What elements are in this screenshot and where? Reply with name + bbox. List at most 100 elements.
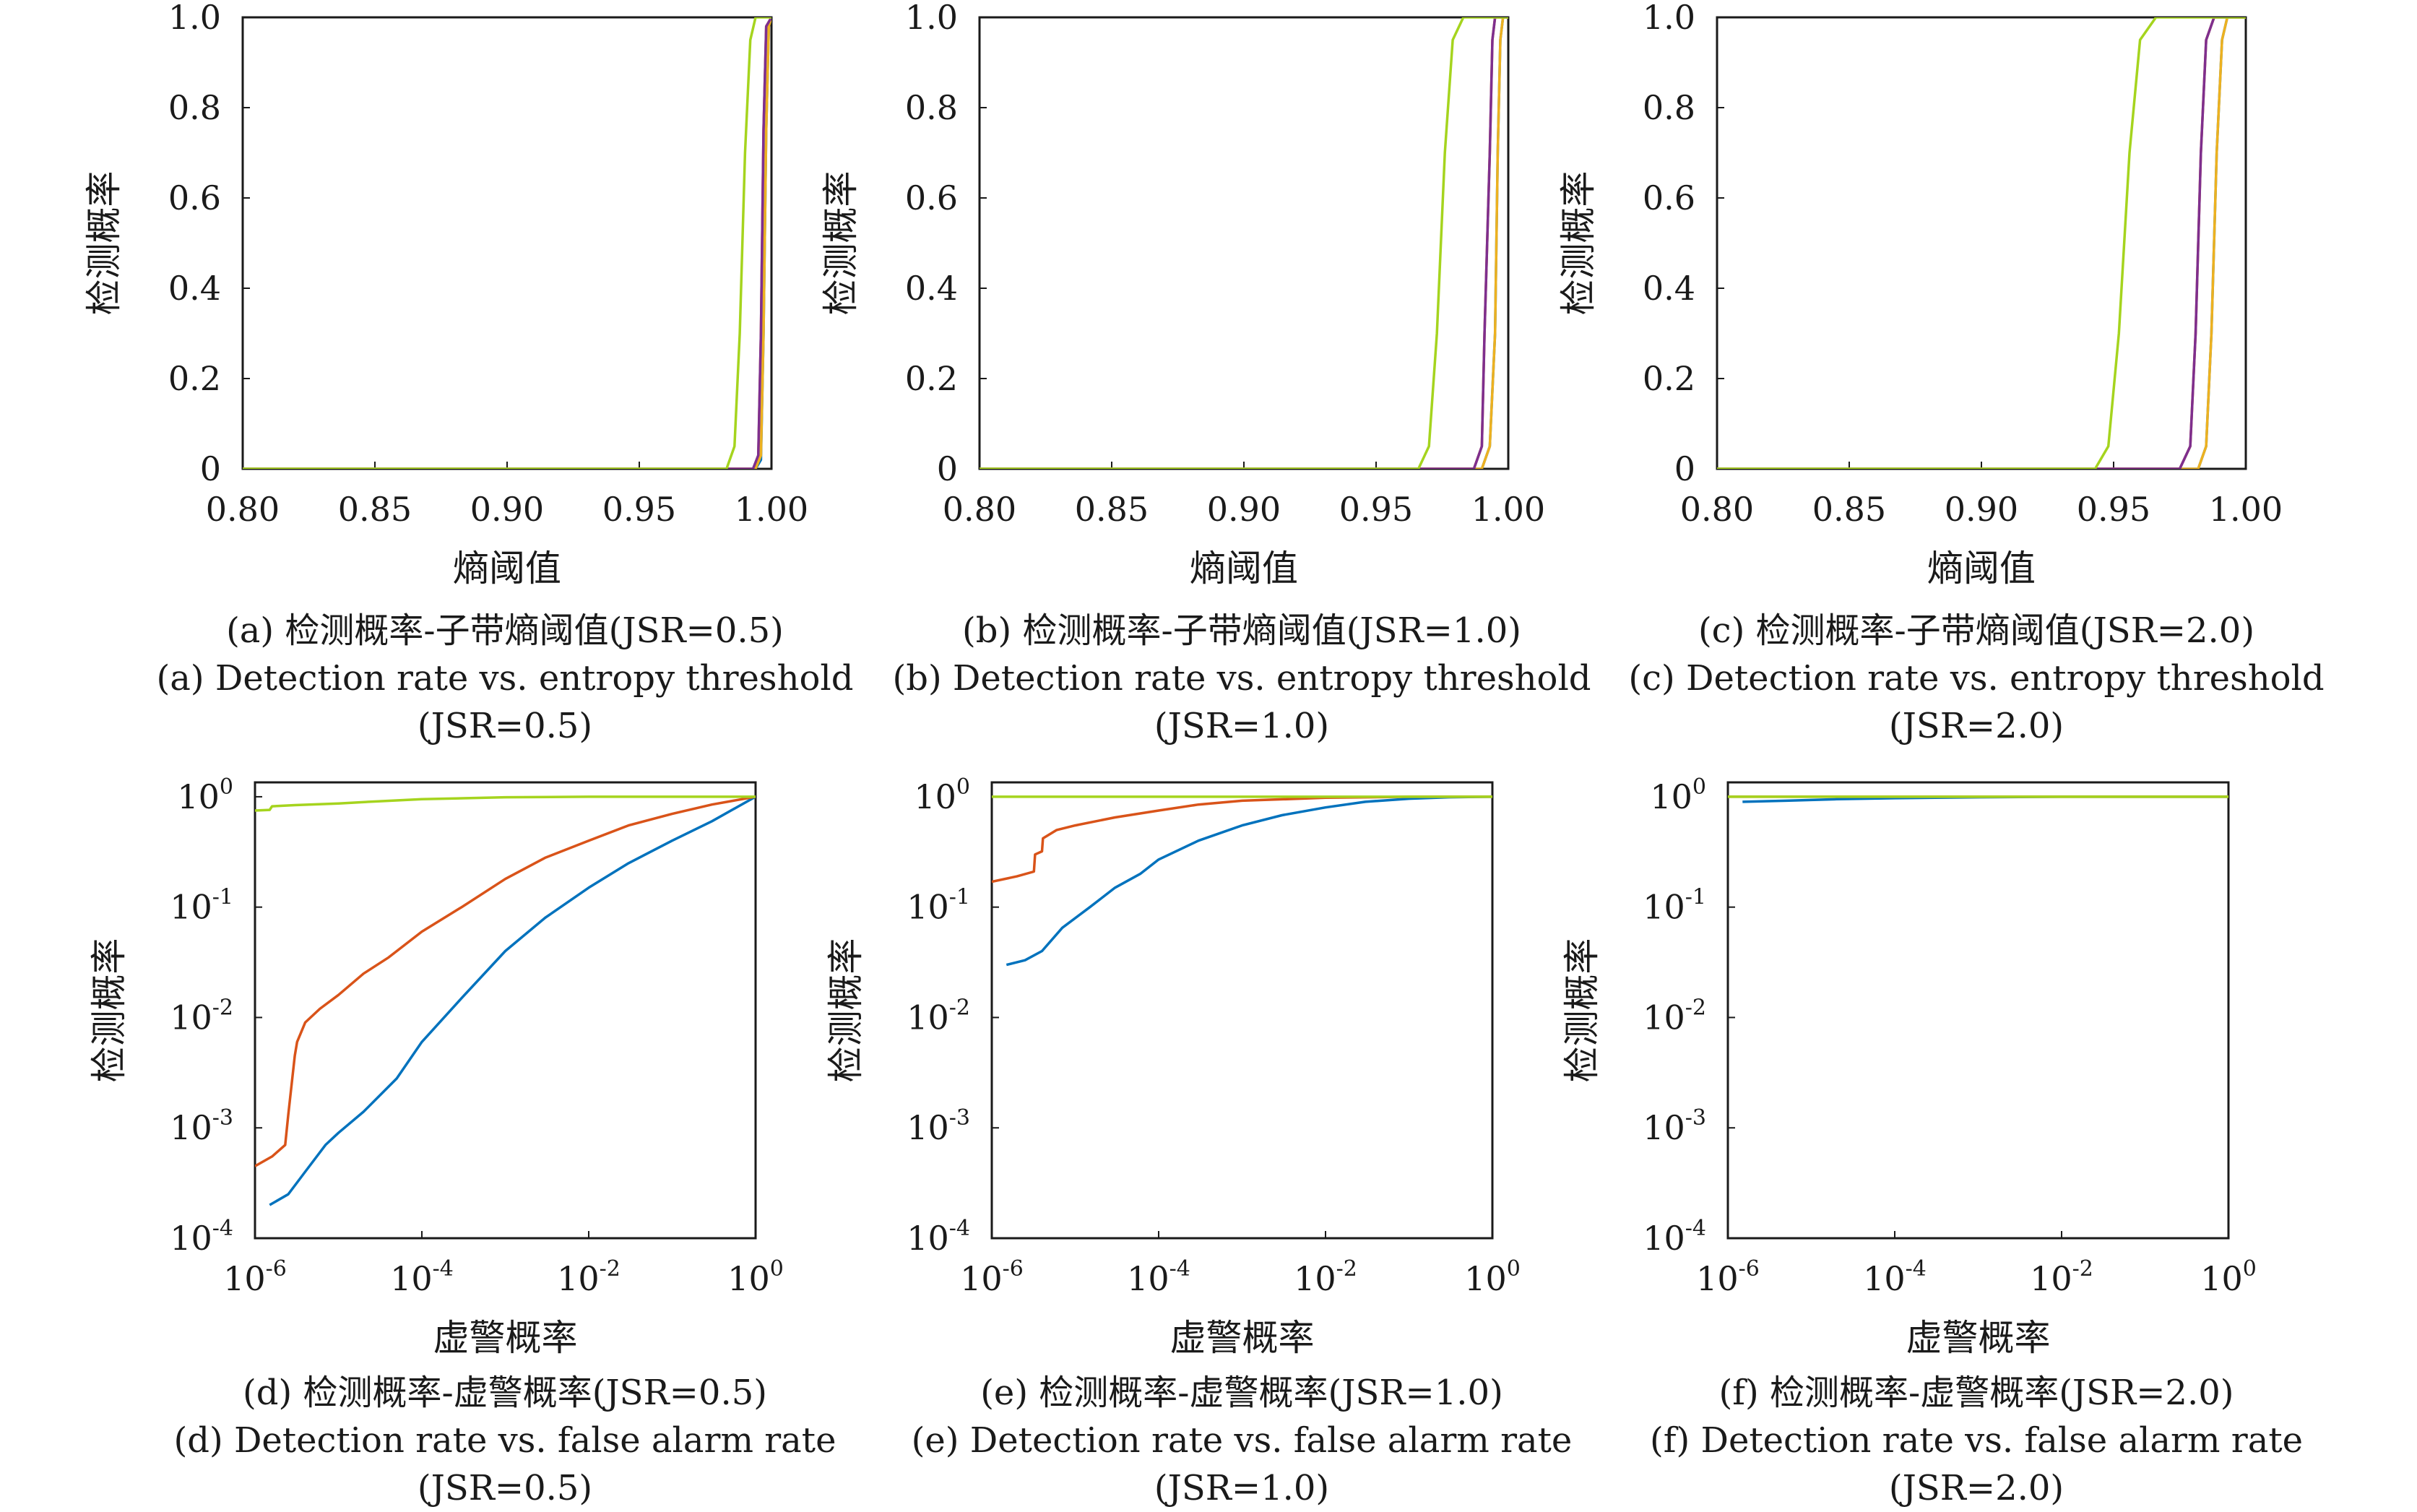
series-line-2 [1717, 17, 2246, 469]
caption-en: (b) Detection rate vs. entropy threshold [892, 658, 1591, 699]
x-tick-label: 0.85 [1075, 490, 1149, 529]
series-line-1 [243, 17, 771, 469]
series-line-4 [243, 17, 771, 469]
panel-d-caption: (d) 检测概率-虚警概率(JSR=0.5) (d) Detection rat… [129, 1369, 881, 1512]
x-tick-label: 10-4 [1127, 1256, 1190, 1298]
plot-frame [1726, 781, 2230, 1240]
caption-cn: (e) 检测概率-虚警概率(JSR=1.0) [980, 1373, 1503, 1413]
series-line-5 [980, 17, 1508, 469]
caption-cn: (a) 检测概率-子带熵阈值(JSR=0.5) [226, 610, 784, 651]
x-tick-label: 10-6 [1696, 1256, 1760, 1298]
x-axis-label: 虚警概率 [433, 1317, 578, 1359]
caption-en: (a) Detection rate vs. entropy threshold [156, 658, 854, 699]
y-tick-label: 0.2 [1643, 359, 1695, 398]
series-line-2 [255, 795, 756, 1167]
series-group [1717, 17, 2246, 469]
y-tick-label: 1.0 [1643, 0, 1695, 37]
series-line-4 [980, 17, 1508, 469]
caption-en: (e) Detection rate vs. false alarm rate [911, 1420, 1573, 1461]
x-tick-label: 0.80 [943, 490, 1016, 529]
caption-jsr: (JSR=1.0) [1154, 1468, 1330, 1508]
y-tick-label: 0.8 [1643, 88, 1695, 127]
y-tick-label: 0.4 [168, 269, 221, 308]
x-tick-label: 0.90 [1945, 490, 2018, 529]
caption-cn: (f) 检测概率-虚警概率(JSR=2.0) [1718, 1373, 2234, 1413]
series-line-1 [1717, 17, 2246, 469]
y-tick-label: 0.6 [1643, 178, 1695, 217]
y-tick-label: 0 [200, 449, 221, 488]
y-tick-label: 0.6 [905, 178, 958, 217]
x-tick-label: 0.95 [602, 490, 676, 529]
x-tick-label: 0.95 [2077, 490, 2150, 529]
y-tick-label: 10-4 [907, 1216, 970, 1258]
x-tick-label: 1.00 [2209, 490, 2283, 529]
caption-en: (d) Detection rate vs. false alarm rate [173, 1420, 836, 1461]
caption-en: (c) Detection rate vs. entropy threshold [1628, 658, 2325, 699]
x-tick-label: 100 [1464, 1256, 1521, 1298]
x-tick-label: 1.00 [735, 490, 808, 529]
caption-jsr: (JSR=0.5) [417, 1468, 593, 1508]
caption-jsr: (JSR=2.0) [1888, 706, 2064, 746]
caption-jsr: (JSR=2.0) [1888, 1468, 2064, 1508]
y-axis-label: 检测概率 [88, 938, 130, 1083]
caption-cn: (d) 检测概率-虚警概率(JSR=0.5) [243, 1373, 767, 1413]
y-tick-label: 10-4 [170, 1216, 233, 1258]
y-axis-label: 检测概率 [83, 171, 125, 316]
caption-cn: (b) 检测概率-子带熵阈值(JSR=1.0) [962, 610, 1521, 651]
series-group [992, 795, 1492, 967]
x-tick-label: 10-4 [1863, 1256, 1927, 1298]
x-axis-label: 熵阈值 [1927, 548, 2036, 589]
panel-a-caption: (a) 检测概率-子带熵阈值(JSR=0.5) (a) Detection ra… [129, 607, 881, 750]
x-tick-label: 0.85 [338, 490, 412, 529]
x-axis-label: 虚警概率 [1906, 1317, 2051, 1359]
x-tick-label: 100 [727, 1256, 784, 1298]
panel-b-caption: (b) 检测概率-子带熵阈值(JSR=1.0) (b) Detection ra… [866, 607, 1617, 750]
y-tick-label: 10-2 [1643, 995, 1706, 1037]
series-line-3 [980, 17, 1508, 469]
y-tick-label: 10-3 [907, 1105, 970, 1147]
x-axis-label: 虚警概率 [1170, 1317, 1315, 1359]
series-line-1 [1006, 795, 1492, 967]
x-tick-label: 0.80 [1680, 490, 1754, 529]
y-tick-label: 0.4 [1643, 269, 1695, 308]
x-axis-label: 熵阈值 [1190, 548, 1298, 589]
x-tick-label: 10-2 [557, 1256, 621, 1298]
y-tick-label: 100 [1650, 774, 1706, 816]
y-tick-label: 0 [937, 449, 958, 488]
y-tick-label: 10-1 [1643, 885, 1706, 927]
y-tick-label: 100 [177, 774, 233, 816]
panel-e-caption: (e) 检测概率-虚警概率(JSR=1.0) (e) Detection rat… [866, 1369, 1617, 1512]
y-tick-label: 1.0 [905, 0, 958, 37]
series-line-5 [243, 17, 771, 469]
panel-a-chart: 0.80 0.85 0.90 0.95 1.00 0 0.2 0.4 0.6 0.8 1.0 熵阈值 检… [83, 0, 808, 589]
y-axis-label: 检测概率 [1561, 938, 1603, 1083]
series-line-5 [1717, 17, 2246, 469]
x-tick-label: 100 [2200, 1256, 2257, 1298]
series-line-3 [1717, 17, 2246, 469]
y-tick-label: 10-2 [907, 995, 970, 1037]
y-axis-label: 检测概率 [820, 171, 862, 316]
x-tick-label: 0.95 [1339, 490, 1413, 529]
plot-frame [990, 781, 1494, 1240]
x-tick-label: 10-2 [1294, 1256, 1357, 1298]
y-tick-label: 10-3 [1643, 1105, 1706, 1147]
panel-f-chart: 10-6 10-4 10-2 10010-410-310-210-1100虚警概率检测… [1561, 774, 2257, 1359]
series-line-2 [243, 17, 771, 469]
y-axis-label: 检测概率 [825, 938, 867, 1083]
x-tick-label: 10-2 [2030, 1256, 2093, 1298]
series-group [980, 17, 1508, 469]
y-tick-label: 0.4 [905, 269, 958, 308]
series-line-3 [255, 795, 756, 812]
x-tick-label: 0.90 [1207, 490, 1281, 529]
y-tick-label: 0.6 [168, 178, 221, 217]
series-line-2 [980, 17, 1508, 469]
x-tick-label: 10-6 [223, 1256, 287, 1298]
y-tick-label: 10-3 [170, 1105, 233, 1147]
x-axis-label: 熵阈值 [453, 548, 561, 589]
panel-d-chart: 10-6 10-4 10-2 10010-410-310-210-1100虚警概率检测… [88, 774, 784, 1359]
caption-jsr: (JSR=0.5) [417, 706, 593, 746]
series-line-2 [992, 795, 1492, 884]
panel-b-chart: 0.80 0.85 0.90 0.95 1.00 0 0.2 0.4 0.6 0.8 1.0 熵阈值 检… [820, 0, 1545, 589]
panel-c-caption: (c) 检测概率-子带熵阈值(JSR=2.0) (c) Detection ra… [1601, 607, 2352, 750]
